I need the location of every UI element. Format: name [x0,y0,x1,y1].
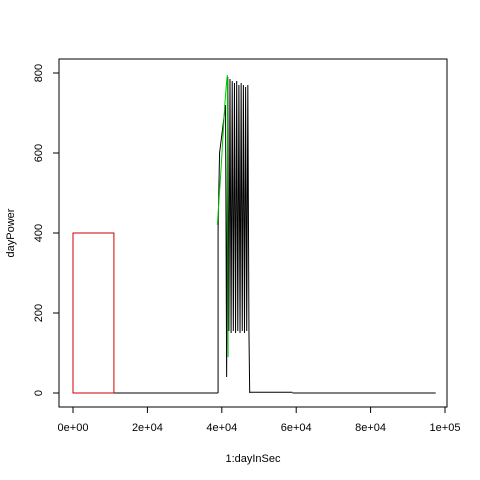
x-axis: 0e+00 2e+04 4e+04 6e+04 8e+04 1e+05 [58,406,461,434]
y-axis-label: dayPower [5,208,17,257]
x-tick-label: 2e+04 [132,422,163,434]
y-tick-label: 800 [33,64,45,82]
y-tick-label: 600 [33,144,45,162]
x-tick-label: 6e+04 [281,422,312,434]
series-line-1 [216,74,229,358]
series-rect-2 [72,232,115,394]
y-axis: 0 200 400 600 800 [33,64,60,396]
x-tick-label: 8e+04 [355,422,386,434]
x-tick-label: 1e+05 [430,422,461,434]
x-tick-label: 4e+04 [206,422,237,434]
x-axis-label: 1:dayInSec [225,453,281,465]
x-tick-label: 0e+00 [58,422,89,434]
y-tick-label: 0 [33,390,45,396]
chart-marks [72,74,436,394]
y-tick-label: 400 [33,224,45,242]
series-line-0 [217,76,251,394]
y-tick-label: 200 [33,304,45,322]
